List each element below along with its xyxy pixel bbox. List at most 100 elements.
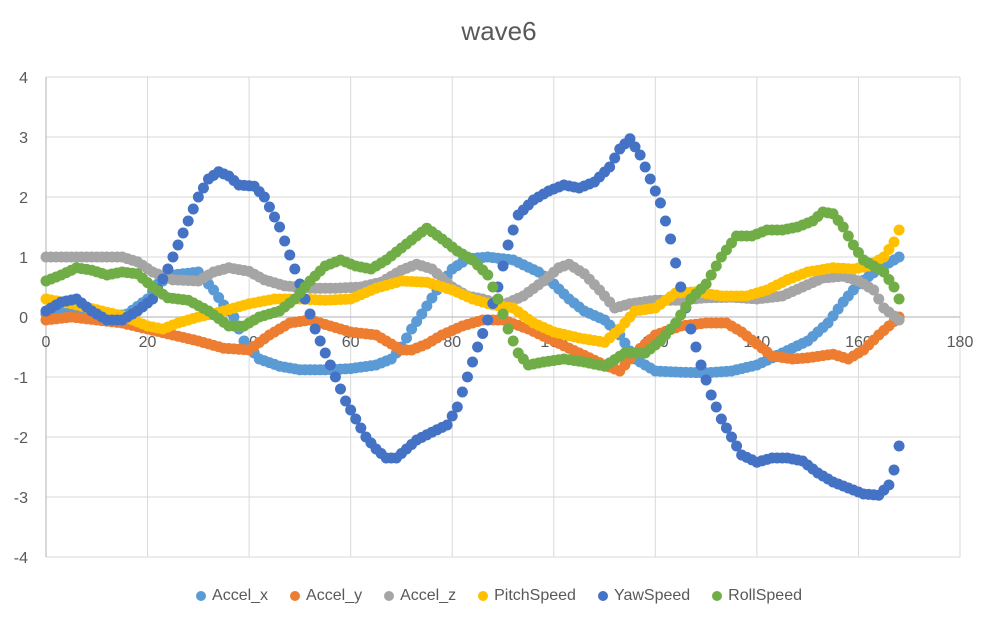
data-point xyxy=(893,293,905,305)
data-point xyxy=(649,185,661,197)
data-point xyxy=(269,211,280,223)
data-point xyxy=(710,260,722,272)
legend: Accel_x Accel_y Accel_z PitchSpeed YawSpeed R… xyxy=(0,587,998,605)
data-point xyxy=(893,224,905,236)
data-point xyxy=(355,422,367,434)
data-point xyxy=(873,293,885,305)
data-point xyxy=(446,410,458,422)
data-point xyxy=(619,337,631,349)
data-point xyxy=(284,249,296,261)
data-point xyxy=(710,401,722,413)
data-point xyxy=(888,464,900,476)
data-point xyxy=(680,301,692,313)
data-point xyxy=(416,308,428,320)
data-point xyxy=(868,284,880,296)
data-point xyxy=(197,182,209,194)
legend-swatch xyxy=(478,591,489,601)
y-tick-label: -3 xyxy=(14,490,28,507)
data-point xyxy=(350,413,362,425)
legend-label: Accel_z xyxy=(400,587,457,604)
data-point xyxy=(720,422,732,434)
data-point xyxy=(421,300,433,312)
data-point xyxy=(314,335,326,347)
data-point xyxy=(670,317,682,329)
data-point xyxy=(604,161,616,173)
data-point xyxy=(401,332,413,344)
data-point xyxy=(675,281,687,293)
data-point xyxy=(482,314,494,326)
data-point xyxy=(502,239,514,251)
data-point xyxy=(700,278,712,290)
legend-label: Accel_y xyxy=(306,587,363,604)
data-point xyxy=(705,269,717,281)
legend-swatch xyxy=(196,591,207,601)
data-point xyxy=(263,201,275,213)
data-point xyxy=(304,308,316,320)
y-tick-label: -4 xyxy=(14,550,28,567)
chart-title: wave6 xyxy=(461,16,537,46)
data-point xyxy=(507,335,519,347)
data-point xyxy=(837,221,849,233)
data-point xyxy=(451,401,463,413)
series-pitchspeed xyxy=(40,224,905,348)
data-point xyxy=(482,269,494,281)
data-point xyxy=(274,221,286,233)
x-tick-label: 180 xyxy=(947,334,974,351)
legend-item: Accel_y xyxy=(290,587,362,605)
data-point xyxy=(345,404,357,416)
data-point xyxy=(426,292,438,304)
legend-label: YawSpeed xyxy=(613,587,691,604)
x-tick-label: 20 xyxy=(139,334,157,351)
data-point xyxy=(172,239,184,251)
legend-item: RollSpeed xyxy=(712,587,802,605)
data-point xyxy=(329,371,341,383)
data-point xyxy=(731,440,743,452)
legend-swatch xyxy=(712,591,723,601)
data-point xyxy=(502,323,514,335)
data-point xyxy=(665,233,677,245)
data-point xyxy=(654,197,666,209)
data-point xyxy=(335,383,347,395)
data-point xyxy=(726,431,737,443)
y-tick-label: 2 xyxy=(19,190,28,207)
data-point xyxy=(492,293,504,305)
data-point xyxy=(167,251,179,263)
y-tick-label: 1 xyxy=(19,250,28,267)
data-point xyxy=(893,314,905,326)
data-point xyxy=(467,356,479,368)
data-point xyxy=(340,395,352,407)
y-tick-labels: -4 -3 -2 -1 0 1 2 3 4 xyxy=(14,70,28,567)
x-tick-label: 80 xyxy=(443,334,461,351)
data-point xyxy=(324,359,336,371)
data-point xyxy=(670,257,682,269)
data-point xyxy=(695,359,707,371)
legend-item: YawSpeed xyxy=(597,587,691,605)
y-tick-label: 4 xyxy=(19,70,28,87)
data-point xyxy=(461,371,473,383)
data-point xyxy=(258,191,270,203)
data-point xyxy=(157,273,169,285)
legend-item: Accel_z xyxy=(384,587,456,605)
series-points xyxy=(40,133,905,501)
data-point xyxy=(507,224,519,236)
data-point xyxy=(705,389,717,401)
data-point xyxy=(192,191,204,203)
data-point xyxy=(182,215,194,227)
data-point xyxy=(715,413,727,425)
data-point xyxy=(162,263,174,275)
data-point xyxy=(289,263,301,275)
data-point xyxy=(888,236,900,248)
legend-label: PitchSpeed xyxy=(494,587,576,604)
legend-item: PitchSpeed xyxy=(478,587,576,605)
data-point xyxy=(675,309,687,321)
data-point xyxy=(888,281,900,293)
data-point xyxy=(883,479,895,491)
data-point xyxy=(639,161,651,173)
data-point xyxy=(187,203,199,215)
data-point xyxy=(477,328,489,339)
data-point xyxy=(472,341,484,353)
data-point xyxy=(685,323,697,335)
data-point xyxy=(497,308,509,320)
data-point xyxy=(319,347,331,359)
legend-label: RollSpeed xyxy=(728,587,802,604)
